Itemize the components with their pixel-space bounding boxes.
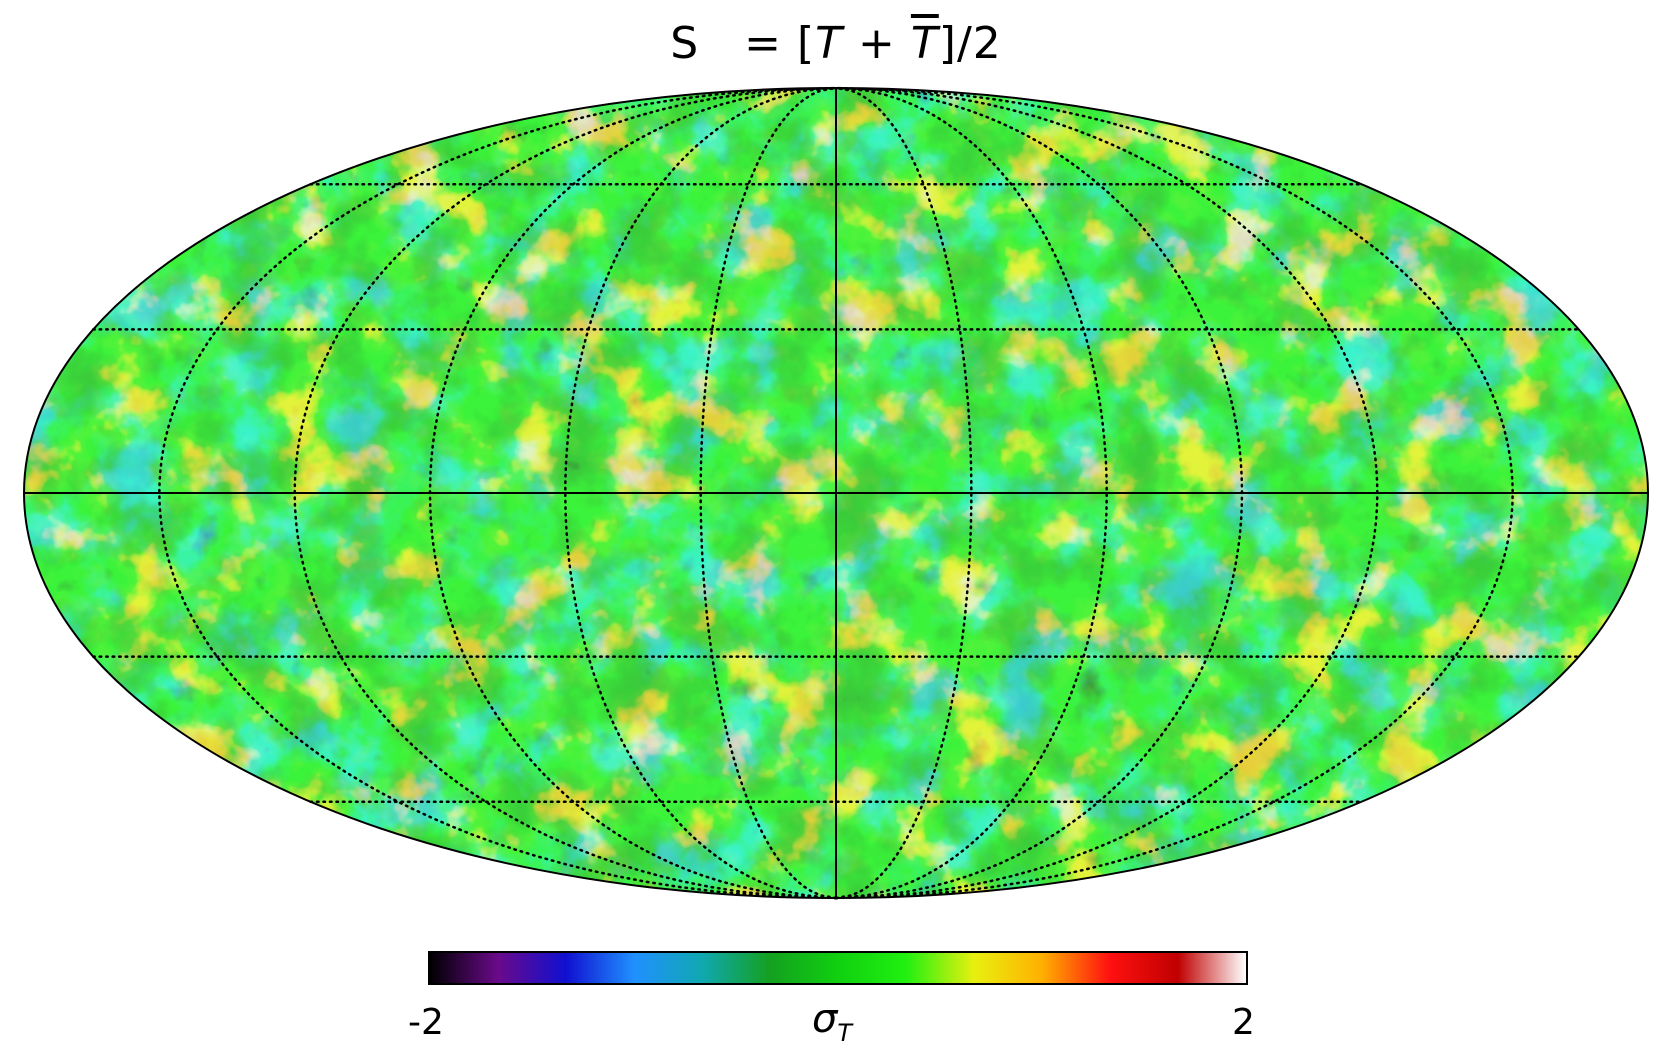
meridian-line — [834, 86, 1108, 900]
graticule — [24, 86, 1648, 900]
title-prefix: S — [670, 18, 700, 69]
colorbar-label-subscript: T — [837, 1019, 853, 1047]
colorbar-label-symbol: σ — [812, 996, 838, 1042]
title-term-t: T — [815, 18, 844, 69]
title-suffix: ]/2 — [938, 18, 1002, 69]
title-equals: = [ — [744, 18, 816, 69]
colorbar-label: σT — [812, 996, 852, 1047]
meridian-line — [158, 86, 838, 900]
map-title: S = [T + T]/2 — [0, 18, 1672, 69]
title-term-tbar: T — [910, 18, 939, 69]
colorbar-min-label: -2 — [408, 1002, 444, 1043]
colorbar-max-label: 2 — [1232, 1002, 1255, 1043]
title-plus: + — [843, 18, 911, 69]
map-boundary — [23, 87, 1649, 899]
colorbar — [428, 951, 1248, 985]
